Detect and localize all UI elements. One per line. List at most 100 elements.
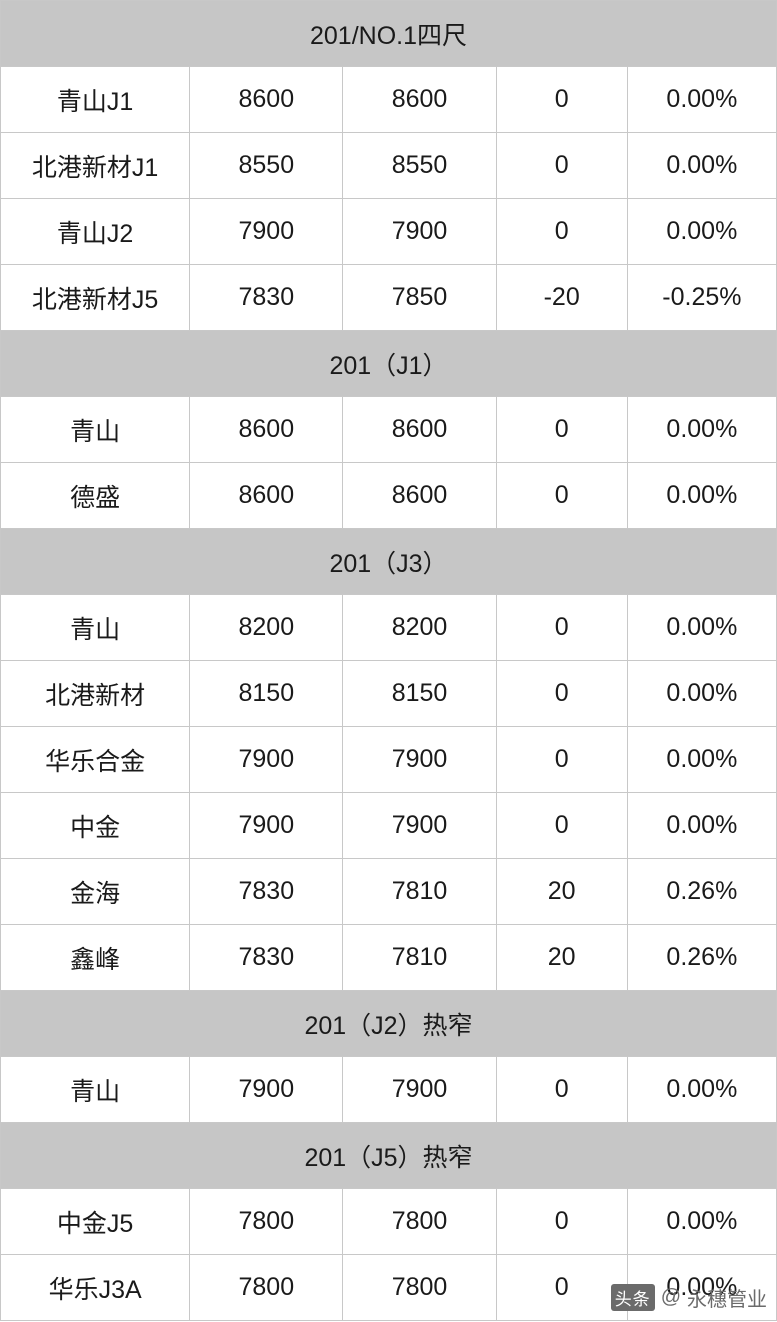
cell-change: 0 — [495, 198, 628, 265]
table-row: 北港新材 8150 8150 0 0.00% — [0, 660, 777, 727]
cell-change: 0 — [495, 396, 628, 463]
cell-product-name: 金海 — [0, 858, 191, 925]
cell-previous-price: 8150 — [342, 660, 497, 727]
cell-change: 20 — [495, 924, 628, 991]
table-row: 北港新材J1 8550 8550 0 0.00% — [0, 132, 777, 199]
cell-price: 7900 — [189, 1056, 344, 1123]
cell-previous-price: 7800 — [342, 1188, 497, 1255]
cell-price: 8200 — [189, 594, 344, 661]
cell-previous-price: 7810 — [342, 924, 497, 991]
cell-price: 8600 — [189, 396, 344, 463]
table-row: 华乐J3A 7800 7800 0 0.00% — [0, 1254, 777, 1321]
cell-product-name: 华乐J3A — [0, 1254, 191, 1321]
cell-previous-price: 7900 — [342, 1056, 497, 1123]
cell-product-name: 德盛 — [0, 462, 191, 529]
cell-change-percent: 0.00% — [626, 792, 777, 859]
cell-change-percent: 0.00% — [626, 1056, 777, 1123]
cell-product-name: 中金J5 — [0, 1188, 191, 1255]
cell-change: 0 — [495, 66, 628, 133]
cell-price: 8600 — [189, 462, 344, 529]
cell-product-name: 北港新材J5 — [0, 264, 191, 331]
table-row: 中金 7900 7900 0 0.00% — [0, 792, 777, 859]
table-row: 青山J2 7900 7900 0 0.00% — [0, 198, 777, 265]
cell-change-percent: 0.26% — [626, 858, 777, 925]
cell-change-percent: 0.00% — [626, 132, 777, 199]
cell-product-name: 中金 — [0, 792, 191, 859]
cell-change: 0 — [495, 1254, 628, 1321]
cell-previous-price: 7900 — [342, 198, 497, 265]
group-header-row: 201（J2）热窄 — [0, 990, 777, 1057]
group-header-row: 201（J5）热窄 — [0, 1122, 777, 1189]
cell-previous-price: 7850 — [342, 264, 497, 331]
table-row: 鑫峰 7830 7810 20 0.26% — [0, 924, 777, 991]
group-header-label: 201（J2）热窄 — [0, 990, 777, 1057]
cell-previous-price: 7810 — [342, 858, 497, 925]
cell-change: 0 — [495, 1188, 628, 1255]
cell-change: 0 — [495, 792, 628, 859]
table-row: 青山J1 8600 8600 0 0.00% — [0, 66, 777, 133]
cell-price: 7830 — [189, 924, 344, 991]
cell-price: 7800 — [189, 1254, 344, 1321]
cell-change-percent: 0.00% — [626, 726, 777, 793]
cell-change-percent: 0.00% — [626, 660, 777, 727]
cell-price: 8150 — [189, 660, 344, 727]
group-header-row: 201/NO.1四尺 — [0, 0, 777, 67]
cell-previous-price: 8550 — [342, 132, 497, 199]
cell-price: 8600 — [189, 66, 344, 133]
cell-product-name: 青山 — [0, 396, 191, 463]
group-header-label: 201（J1） — [0, 330, 777, 397]
cell-change-percent: -0.25% — [626, 264, 777, 331]
table-row: 北港新材J5 7830 7850 -20 -0.25% — [0, 264, 777, 331]
cell-change-percent: 0.00% — [626, 594, 777, 661]
table-row: 青山 8200 8200 0 0.00% — [0, 594, 777, 661]
cell-price: 7830 — [189, 858, 344, 925]
cell-change: 0 — [495, 462, 628, 529]
cell-change-percent: 0.26% — [626, 924, 777, 991]
cell-previous-price: 8600 — [342, 396, 497, 463]
cell-price: 7800 — [189, 1188, 344, 1255]
group-header-row: 201（J3） — [0, 528, 777, 595]
group-header-label: 201（J5）热窄 — [0, 1122, 777, 1189]
cell-change-percent: 0.00% — [626, 198, 777, 265]
cell-price: 7900 — [189, 198, 344, 265]
cell-previous-price: 8600 — [342, 462, 497, 529]
table-row: 青山 8600 8600 0 0.00% — [0, 396, 777, 463]
cell-price: 7830 — [189, 264, 344, 331]
cell-change: 0 — [495, 726, 628, 793]
cell-product-name: 青山 — [0, 594, 191, 661]
cell-change: 0 — [495, 1056, 628, 1123]
cell-product-name: 青山J2 — [0, 198, 191, 265]
cell-product-name: 鑫峰 — [0, 924, 191, 991]
cell-change: -20 — [495, 264, 628, 331]
cell-previous-price: 8200 — [342, 594, 497, 661]
cell-change: 20 — [495, 858, 628, 925]
cell-change-percent: 0.00% — [626, 462, 777, 529]
cell-change: 0 — [495, 660, 628, 727]
cell-product-name: 青山J1 — [0, 66, 191, 133]
table-row: 青山 7900 7900 0 0.00% — [0, 1056, 777, 1123]
cell-product-name: 华乐合金 — [0, 726, 191, 793]
group-header-label: 201/NO.1四尺 — [0, 0, 777, 67]
cell-change-percent: 0.00% — [626, 396, 777, 463]
cell-product-name: 北港新材J1 — [0, 132, 191, 199]
table-row: 金海 7830 7810 20 0.26% — [0, 858, 777, 925]
cell-product-name: 北港新材 — [0, 660, 191, 727]
cell-change: 0 — [495, 594, 628, 661]
cell-previous-price: 7900 — [342, 726, 497, 793]
table-row: 中金J5 7800 7800 0 0.00% — [0, 1188, 777, 1255]
table-row: 德盛 8600 8600 0 0.00% — [0, 462, 777, 529]
cell-product-name: 青山 — [0, 1056, 191, 1123]
cell-previous-price: 7800 — [342, 1254, 497, 1321]
cell-price: 7900 — [189, 792, 344, 859]
cell-previous-price: 7900 — [342, 792, 497, 859]
group-header-label: 201（J3） — [0, 528, 777, 595]
cell-price: 7900 — [189, 726, 344, 793]
cell-change: 0 — [495, 132, 628, 199]
cell-change-percent: 0.00% — [626, 1188, 777, 1255]
group-header-row: 201（J1） — [0, 330, 777, 397]
table-row: 华乐合金 7900 7900 0 0.00% — [0, 726, 777, 793]
cell-change-percent: 0.00% — [626, 66, 777, 133]
cell-price: 8550 — [189, 132, 344, 199]
